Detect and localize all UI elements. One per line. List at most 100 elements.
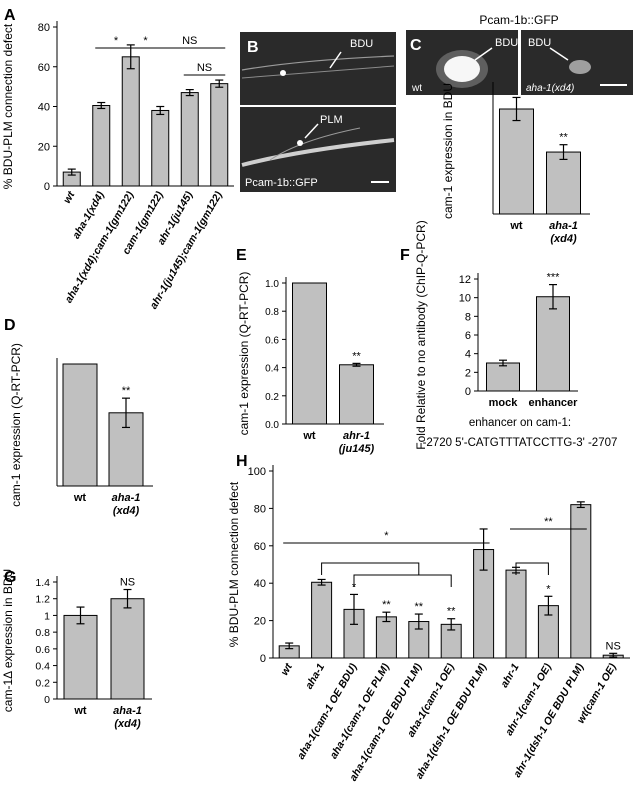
panel-label-e: E — [236, 247, 247, 264]
y-axis-label-c: cam-1 expression in BDU — [441, 83, 455, 219]
category-label-e: wt — [302, 430, 316, 442]
c-left-label: BDU — [495, 37, 518, 49]
group-bracket-h — [353, 574, 452, 587]
y-tick-label-h: 40 — [254, 578, 266, 590]
micrograph-c-content: Pcam-1b::GFP BDU wt BDU aha-1(xd4) — [411, 13, 627, 94]
y-tick-label-e: 0.6 — [265, 335, 279, 346]
category-label-h: ahr-1 — [498, 661, 521, 689]
y-axis-label-e: cam-1 expression (Q-RT-PCR) — [237, 272, 251, 436]
y-tick-label-g: 0 — [44, 694, 50, 706]
y-tick-label-g: 0.6 — [35, 644, 50, 656]
bracket-label-a: * — [143, 35, 148, 47]
f-enhancer-line2: -2720 5'-CATGTTTATCCTTG-3' -2707 — [423, 437, 618, 449]
bar-f — [536, 296, 570, 392]
category-label-h: wt — [279, 661, 295, 678]
y-tick-label-h: 100 — [248, 466, 266, 478]
bracket-label-a: NS — [197, 62, 212, 74]
y-tick-label-g: 1.2 — [35, 594, 50, 606]
bar-h — [570, 504, 592, 659]
y-tick-label-f: 12 — [459, 274, 471, 286]
y-tick-label-a: 60 — [38, 62, 50, 74]
y-tick-label-f: 10 — [459, 293, 471, 305]
category-label-h: aha-1(cam-1 OE BDU) — [295, 661, 360, 761]
y-tick-label-a: 20 — [38, 141, 50, 153]
y-tick-label-g: 1.4 — [35, 577, 50, 589]
bar-a — [180, 92, 199, 187]
panel-label-b: B — [247, 39, 259, 56]
significance-g: NS — [120, 577, 135, 589]
bar-h — [311, 581, 333, 659]
y-tick-label-h: 60 — [254, 541, 266, 553]
bar-g — [63, 614, 98, 700]
group-bracket-h — [321, 562, 420, 575]
significance-h: * — [546, 583, 551, 595]
y-tick-label-h: 80 — [254, 503, 266, 515]
y-tick-label-e: 0.4 — [265, 364, 279, 375]
b-caption: Pcam-1b::GFP — [245, 177, 318, 189]
significance-f: *** — [547, 272, 561, 284]
y-tick-label-h: 0 — [260, 653, 266, 665]
c-right-label: BDU — [528, 37, 551, 49]
group-bracket-h — [515, 562, 549, 575]
y-tick-label-a: 40 — [38, 102, 50, 114]
significance-c: ** — [559, 132, 568, 144]
y-tick-label-e: 0.2 — [265, 392, 279, 403]
y-tick-label-e: 0.0 — [265, 420, 279, 431]
y-tick-label-e: 0.8 — [265, 307, 279, 318]
significance-h: ** — [382, 599, 391, 611]
y-tick-label-h: 20 — [254, 616, 266, 628]
category-label-h: aha-1(cam-1 OE PLM) — [328, 661, 393, 761]
bracket-label-a: * — [114, 35, 119, 47]
bar-e — [292, 282, 327, 425]
bracket-label-h: ** — [544, 516, 553, 528]
panel-label-d: D — [4, 317, 16, 334]
c-title: Pcam-1b::GFP — [479, 13, 558, 27]
y-tick-label-f: 2 — [465, 367, 471, 379]
category-label-a: wt — [61, 189, 77, 206]
b-top-label: BDU — [350, 38, 373, 50]
y-tick-label-g: 0.4 — [35, 661, 50, 673]
category-label-d: wt — [73, 492, 87, 504]
y-axis-label-d: cam-1 expression (Q-RT-PCR) — [9, 343, 23, 507]
y-tick-label-e: 1.0 — [265, 279, 279, 290]
y-axis-label-g: cam-1Δ expression in BDU — [1, 569, 15, 712]
bar-h — [505, 569, 527, 659]
panel-label-h: H — [236, 453, 248, 470]
bar-a — [210, 83, 229, 187]
category-label-f: mock — [489, 397, 519, 409]
category-label-c: wt — [509, 220, 523, 232]
category-label-g: aha-1 — [113, 705, 142, 717]
category-label-d: (xd4) — [113, 505, 140, 517]
category-label-e: ahr-1 — [343, 430, 370, 442]
category-label-g: (xd4) — [114, 718, 141, 730]
category-label-e: (ju145) — [339, 443, 375, 455]
significance-e: ** — [352, 350, 361, 362]
y-tick-label-a: 0 — [44, 181, 50, 193]
bracket-label-h: * — [384, 530, 389, 542]
bar-f — [486, 362, 520, 392]
category-label-d: aha-1 — [112, 492, 141, 504]
significance-d: ** — [122, 385, 131, 397]
panel-label-a: A — [4, 7, 16, 24]
panel-label-f: F — [400, 247, 410, 264]
y-axis-label-h: % BDU-PLM connection defect — [227, 481, 241, 647]
bar-g — [110, 598, 145, 700]
y-axis-label-a: % BDU-PLM connection defect — [1, 23, 15, 189]
category-label-h: aha-1 — [303, 661, 327, 691]
significance-h: * — [352, 581, 357, 593]
bracket-label-a: NS — [182, 35, 197, 47]
category-label-c: (xd4) — [550, 233, 577, 245]
y-axis-label-f: Fold Relative to no antibody (ChIP-Q-PCR… — [414, 220, 428, 449]
micrograph-b-top — [240, 32, 396, 105]
significance-h: ** — [447, 606, 456, 618]
significance-h: NS — [606, 640, 621, 652]
y-tick-label-g: 0.8 — [35, 627, 50, 639]
y-tick-label-f: 6 — [465, 330, 471, 342]
y-tick-label-g: 1 — [44, 610, 50, 622]
bar-c — [499, 108, 534, 215]
c-left-genotype: wt — [411, 83, 422, 94]
category-label-c: aha-1 — [549, 220, 578, 232]
bar-a — [121, 56, 140, 187]
y-tick-label-f: 4 — [465, 349, 471, 361]
